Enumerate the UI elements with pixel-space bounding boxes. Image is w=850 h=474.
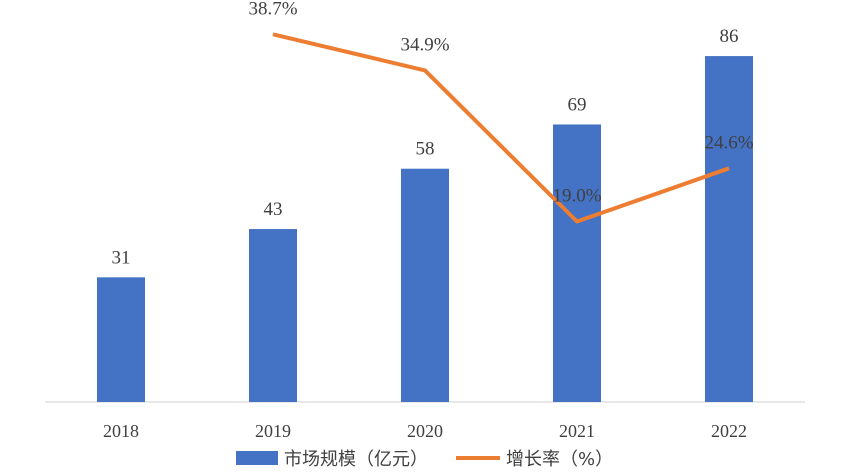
watermark: CSDN @奔袭的算法工程师 <box>629 445 836 465</box>
bar-label-2020: 58 <box>416 139 435 160</box>
line-label-2020: 34.9% <box>400 34 449 55</box>
x-tick-labels: 2018 2019 2020 2021 2022 <box>103 421 747 441</box>
bar-label-2021: 69 <box>568 94 587 115</box>
legend-label-line: 增长率（%） <box>506 449 613 470</box>
bar-data-labels: 31 43 58 69 86 <box>112 26 739 268</box>
bar-2020 <box>401 168 449 402</box>
line-label-2022: 24.6% <box>704 132 753 153</box>
line-data-labels: 38.7% 34.9% 19.0% 24.6% <box>248 0 753 207</box>
line-label-2019: 38.7% <box>248 0 297 19</box>
bar-2022 <box>705 56 753 402</box>
bar-label-2019: 43 <box>264 199 283 220</box>
x-tick-2018: 2018 <box>103 421 139 441</box>
bar-label-2022: 86 <box>720 26 739 47</box>
bar-2021 <box>553 124 601 402</box>
bar-series <box>97 56 753 402</box>
x-tick-2021: 2021 <box>559 421 595 441</box>
legend-label-bar: 市场规模（亿元） <box>284 449 428 470</box>
growth-line <box>272 32 730 224</box>
x-tick-2022: 2022 <box>711 421 747 441</box>
legend-swatch-bar <box>236 451 278 465</box>
line-label-2021: 19.0% <box>552 186 601 207</box>
x-tick-2019: 2019 <box>255 421 291 441</box>
legend: 市场规模（亿元） 增长率（%） <box>236 449 613 470</box>
bar-2018 <box>97 277 145 402</box>
bar-label-2018: 31 <box>112 247 131 268</box>
bar-2019 <box>249 229 297 402</box>
x-tick-2020: 2020 <box>407 421 443 441</box>
